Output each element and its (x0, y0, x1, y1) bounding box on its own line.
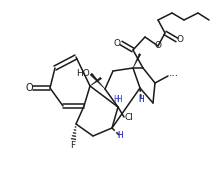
Polygon shape (90, 77, 102, 86)
Polygon shape (90, 73, 105, 89)
Text: O: O (155, 42, 162, 51)
Text: H: H (116, 95, 122, 104)
Text: H: H (138, 94, 144, 103)
Text: H: H (117, 131, 123, 140)
Text: F: F (70, 142, 76, 151)
Text: ···: ··· (169, 71, 179, 81)
Text: Cl: Cl (125, 112, 134, 121)
Text: Ḣ: Ḣ (138, 94, 144, 103)
Text: O: O (114, 39, 121, 48)
Text: O: O (177, 35, 184, 44)
Text: HO: HO (76, 70, 90, 79)
Polygon shape (133, 54, 141, 68)
Text: H: H (113, 95, 119, 104)
Text: O: O (25, 83, 33, 93)
Text: H: H (117, 131, 123, 140)
